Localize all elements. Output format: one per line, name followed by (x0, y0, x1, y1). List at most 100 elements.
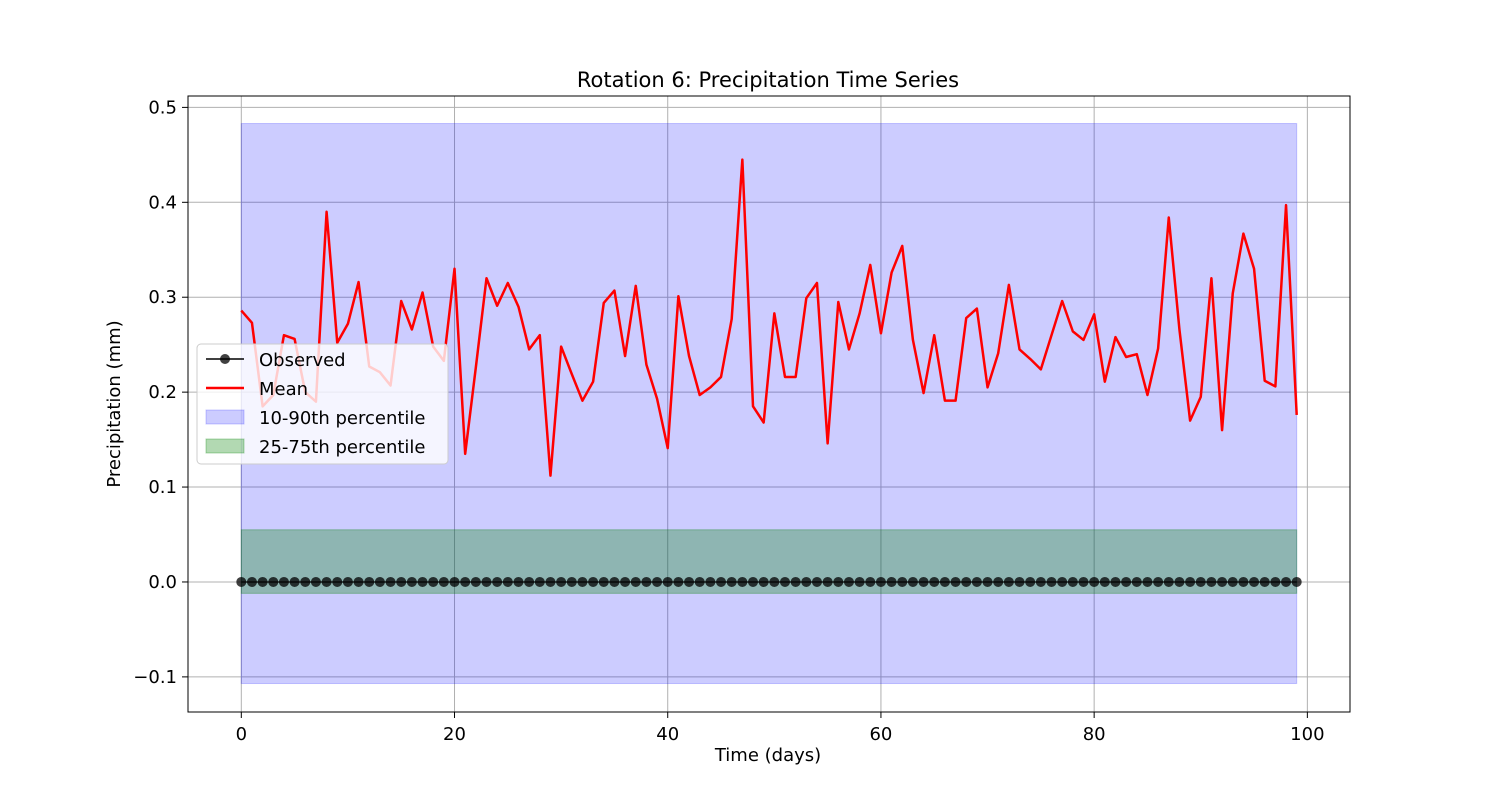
observed-point (939, 576, 950, 587)
observed-point (310, 576, 321, 587)
observed-point (1025, 576, 1036, 587)
observed-point (1014, 576, 1025, 587)
observed-point (897, 576, 908, 587)
x-tick-label: 80 (1083, 724, 1106, 745)
observed-point (502, 576, 513, 587)
observed-point (396, 576, 407, 587)
y-tick-label: 0.5 (148, 97, 177, 118)
mean-series-line (240, 158, 1298, 477)
observed-point (652, 576, 663, 587)
observed-point (779, 576, 790, 587)
legend-band-25-75-swatch (205, 438, 245, 454)
observed-point (811, 576, 822, 587)
observed-point (577, 576, 588, 587)
observed-point (684, 576, 695, 587)
observed-point (1163, 576, 1174, 587)
observed-point (406, 576, 417, 587)
observed-point (300, 576, 311, 587)
observed-point (790, 576, 801, 587)
observed-point (758, 576, 769, 587)
observed-point (801, 576, 812, 587)
observed-point (321, 576, 332, 587)
observed-point (353, 576, 364, 587)
observed-point (875, 576, 886, 587)
observed-point (1067, 576, 1078, 587)
observed-point (907, 576, 918, 587)
observed-point (534, 576, 545, 587)
observed-point (1121, 576, 1132, 587)
observed-point (982, 576, 993, 587)
observed-point (929, 576, 940, 587)
band-25-75-percentile (240, 529, 1298, 594)
observed-point (1046, 576, 1057, 587)
observed-point (556, 576, 567, 587)
y-tick-label: −0.1 (133, 667, 177, 688)
x-tick-label: 60 (869, 724, 892, 745)
observed-point (769, 576, 780, 587)
observed-point (1089, 576, 1100, 587)
observed-point (449, 576, 460, 587)
legend-band-10-90-swatch (205, 409, 245, 425)
observed-point (630, 576, 641, 587)
observed-point (1217, 576, 1228, 587)
observed-point (641, 576, 652, 587)
observed-point (513, 576, 524, 587)
chart-title: Rotation 6: Precipitation Time Series (577, 68, 959, 92)
observed-point (257, 576, 268, 587)
x-tick-label: 100 (1290, 724, 1324, 745)
legend-band-25-75-label: 25-75th percentile (259, 437, 426, 458)
observed-point (1227, 576, 1238, 587)
observed-point (524, 576, 535, 587)
observed-point (748, 576, 759, 587)
observed-point (1281, 576, 1292, 587)
y-tick-label: 0.2 (148, 382, 177, 403)
legend-mean-label: Mean (259, 379, 308, 400)
observed-point (1174, 576, 1185, 587)
axis-ticks: 0 20 40 60 80 100 −0.1 0.0 0.1 0.2 0.3 0.4 0.5 (133, 97, 1324, 745)
legend-observed-marker (220, 354, 230, 364)
observed-point (385, 576, 396, 587)
observed-point (609, 576, 620, 587)
observed-point (470, 576, 481, 587)
observed-point (566, 576, 577, 587)
observed-point (843, 576, 854, 587)
observed-point (598, 576, 609, 587)
observed-point (950, 576, 961, 587)
observed-point (822, 576, 833, 587)
observed-point (545, 576, 556, 587)
observed-point (278, 576, 289, 587)
observed-point (961, 576, 972, 587)
observed-point (1206, 576, 1217, 587)
x-tick-label: 0 (236, 724, 247, 745)
observed-point (374, 576, 385, 587)
observed-point (1003, 576, 1014, 587)
observed-point (460, 576, 471, 587)
observed-point (481, 576, 492, 587)
observed-point (1153, 576, 1164, 587)
observed-point (417, 576, 428, 587)
observed-point (236, 576, 247, 587)
observed-point (716, 576, 727, 587)
y-tick-label: 0.4 (148, 192, 177, 213)
observed-point (833, 576, 844, 587)
observed-point (1291, 576, 1302, 587)
observed-point (246, 576, 257, 587)
observed-point (1078, 576, 1089, 587)
x-tick-label: 40 (656, 724, 679, 745)
observed-point (662, 576, 673, 587)
x-axis-label: Time (days) (714, 745, 821, 766)
observed-point (1099, 576, 1110, 587)
legend-observed-label: Observed (259, 350, 346, 371)
y-tick-label: 0.0 (148, 572, 177, 593)
observed-point (886, 576, 897, 587)
observed-point (620, 576, 631, 587)
observed-point (705, 576, 716, 587)
observed-point (1195, 576, 1206, 587)
observed-point (737, 576, 748, 587)
observed-point (364, 576, 375, 587)
observed-point (694, 576, 705, 587)
observed-point (1142, 576, 1153, 587)
observed-point (993, 576, 1004, 587)
x-tick-label: 20 (443, 724, 466, 745)
y-axis-label: Precipitation (mm) (104, 320, 125, 487)
